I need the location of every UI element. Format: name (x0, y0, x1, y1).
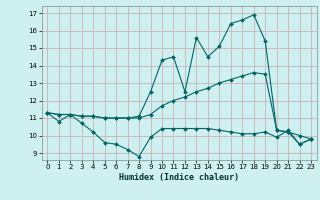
X-axis label: Humidex (Indice chaleur): Humidex (Indice chaleur) (119, 173, 239, 182)
